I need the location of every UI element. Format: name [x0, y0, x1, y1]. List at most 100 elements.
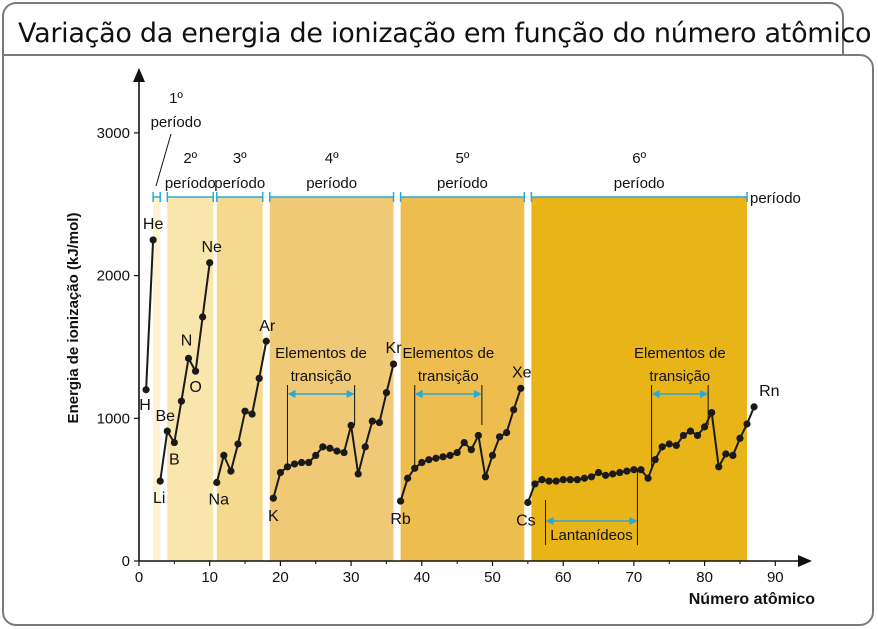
data-point-z80	[701, 423, 709, 431]
axes: 0 10 20 30 40 50 60 70 80 90 0 1000 2000 3000	[97, 68, 812, 586]
data-point-z62	[573, 476, 581, 484]
period-band-1	[153, 197, 161, 561]
data-point-z34	[375, 418, 383, 427]
element-label-o: O	[189, 379, 201, 396]
period-band-3	[216, 197, 263, 561]
data-point-z16	[248, 410, 256, 418]
period-6-number: 6º	[632, 150, 646, 167]
element-labels: H He Li Be B N O Ne Na Ar K Kr Rb Xe Cs Rn	[139, 216, 779, 530]
data-point-z65	[594, 468, 603, 477]
data-point-z22	[290, 460, 299, 468]
period-1-leader	[155, 133, 172, 187]
data-point-z17	[255, 374, 263, 382]
x-tick-label: 0	[135, 569, 143, 586]
period-2-label: período	[165, 175, 216, 192]
data-point-z61	[566, 476, 574, 484]
y-axis-label: Energia de ionização (kJ/mol)	[65, 213, 82, 424]
data-point-z47	[467, 446, 475, 454]
data-point-z78	[686, 427, 695, 435]
period-3-label: período	[214, 175, 265, 192]
element-label-he: He	[143, 216, 164, 233]
data-point-z32	[361, 443, 369, 451]
data-point-z36	[389, 360, 398, 368]
data-point-z81	[708, 408, 716, 417]
data-point-z15	[241, 407, 249, 415]
data-point-z12	[220, 451, 228, 460]
period-1-number: 1º	[169, 90, 183, 107]
data-point-z85	[736, 434, 744, 442]
element-label-h: H	[139, 397, 151, 414]
data-point-z31	[354, 470, 362, 478]
data-point-z10	[206, 259, 214, 267]
data-point-z33	[368, 417, 376, 425]
data-point-z58	[545, 477, 553, 485]
data-point-z30	[347, 421, 355, 430]
series-segment-1	[145, 239, 155, 390]
data-point-z1	[142, 386, 150, 394]
period-brackets: 1º período 2º período 3º período 4º período 5º pe…	[151, 90, 801, 207]
period-band-6	[531, 197, 748, 561]
data-point-z4	[163, 427, 171, 435]
data-point-z43	[439, 453, 447, 461]
data-point-z21	[283, 463, 292, 471]
data-point-z42	[432, 454, 440, 462]
data-point-z82	[715, 463, 723, 471]
data-point-z60	[559, 476, 567, 484]
data-point-z11	[213, 478, 221, 487]
data-point-z44	[446, 451, 454, 460]
annotation-arrowhead	[651, 390, 660, 398]
data-point-z7	[184, 354, 193, 362]
data-point-z2	[149, 236, 157, 244]
y-axis-arrowhead	[133, 68, 145, 82]
data-point-z35	[382, 389, 391, 397]
data-point-z48	[474, 431, 482, 440]
data-point-z67	[609, 470, 617, 478]
x-tick-label: 70	[626, 569, 643, 586]
data-point-z19	[269, 494, 277, 502]
data-series	[142, 236, 758, 507]
element-label-kr: Kr	[386, 340, 403, 357]
data-point-z84	[729, 451, 737, 460]
element-label-rn: Rn	[759, 383, 779, 400]
x-tick-label: 80	[696, 569, 713, 586]
data-point-z27	[326, 444, 334, 452]
data-point-z56	[531, 480, 539, 488]
data-point-z52	[503, 428, 511, 437]
data-point-z72	[644, 474, 652, 482]
period-bands	[153, 197, 748, 561]
data-point-z55	[524, 498, 532, 507]
data-point-z14	[234, 440, 242, 448]
data-point-z5	[170, 438, 178, 447]
period-4-number: 4º	[325, 150, 339, 167]
data-point-z40	[418, 458, 426, 467]
data-point-z28	[333, 447, 341, 455]
data-point-z9	[199, 313, 207, 321]
transition-annotations: Elementos de transição Elementos de transiç…	[275, 345, 726, 545]
annotation-label: Lantanídeos	[550, 527, 633, 544]
annotation-arrowhead	[545, 517, 554, 525]
period-1-label: período	[151, 114, 202, 131]
data-point-z87	[750, 403, 758, 411]
data-point-z69	[623, 467, 631, 475]
x-tick-label: 10	[201, 569, 218, 586]
data-point-z39	[411, 464, 419, 472]
data-point-z75	[665, 440, 673, 448]
period-2-number: 2º	[183, 150, 197, 167]
y-tick-label: 3000	[97, 125, 130, 142]
data-point-z13	[227, 467, 235, 475]
annotation-label: Elementos de	[634, 345, 726, 362]
annotation-arrowhead	[700, 390, 709, 398]
data-point-z64	[587, 473, 596, 481]
element-label-xe: Xe	[512, 364, 532, 381]
data-point-z83	[722, 450, 730, 458]
element-label-n: N	[181, 332, 193, 349]
period-4-label: período	[306, 175, 357, 192]
annotation-arrowhead	[287, 390, 296, 398]
data-point-z74	[658, 443, 666, 451]
data-point-z79	[693, 431, 702, 440]
element-label-cs: Cs	[516, 512, 536, 529]
data-point-z66	[602, 471, 610, 479]
y-tick-label: 0	[122, 553, 130, 570]
data-point-z46	[460, 438, 468, 447]
